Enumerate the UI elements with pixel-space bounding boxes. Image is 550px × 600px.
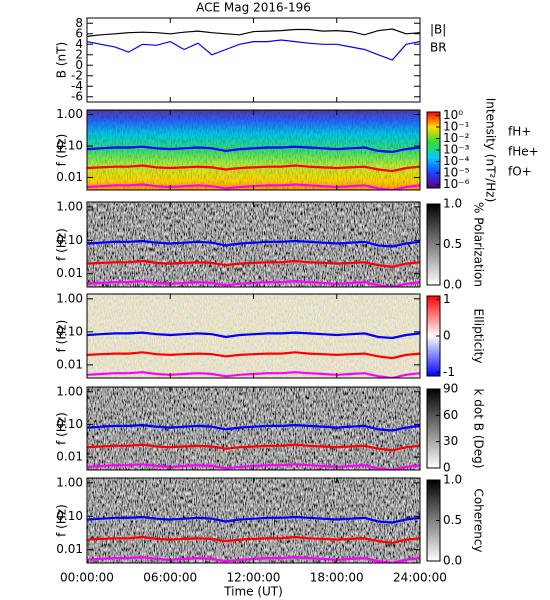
x-tick-label: 24:00:00 [393, 571, 447, 585]
y-tick-label: 1.00 [56, 199, 83, 213]
colorbar-tick-label: 60 [443, 408, 458, 422]
y-tick-label: 0.01 [56, 170, 83, 184]
spectrogram [87, 387, 420, 470]
lines [87, 28, 420, 61]
y-axis-label: f (Hz) [55, 412, 69, 445]
y-tick-label: 0.10 [56, 139, 83, 153]
y-tick-label: 1.00 [56, 291, 83, 305]
colorbar [426, 388, 441, 469]
x-tick-label: 06:00:00 [143, 571, 197, 585]
y-axis-label: f (Hz) [55, 134, 69, 167]
colorbar-tick-label: 0.5 [443, 237, 462, 251]
line [87, 259, 420, 269]
line [87, 239, 420, 248]
x-tick-label: 12:00:00 [227, 571, 281, 585]
y-tick-label: 0.01 [56, 266, 83, 280]
colorbar-label: Intensity (nT²/Hz) [484, 98, 498, 203]
y-tick-label: 0 [75, 58, 83, 72]
y-tick-label: 0.10 [56, 324, 83, 338]
line [87, 443, 420, 452]
x-tick-label: 00:00:00 [60, 571, 114, 585]
y-tick-label: 1.00 [56, 475, 83, 489]
colorbar-tick-label: -1 [443, 365, 455, 379]
colorbar-tick-label: 0 [443, 461, 451, 475]
y-tick-label: 0.10 [56, 233, 83, 247]
line [87, 535, 420, 545]
colorbar-tick-label: 10⁻¹ [443, 119, 470, 133]
colorbar-tick-label: 10⁰ [443, 108, 463, 122]
legend-entry: fH+ [508, 125, 531, 139]
spectrogram-texture [87, 110, 420, 190]
colorbar-label: Coherency [472, 488, 486, 552]
y-axis-label: f (Hz) [55, 504, 69, 537]
colorbar-tick-label: 0.0 [443, 278, 462, 292]
y-axis-label: f (Hz) [55, 320, 69, 353]
colorbar-tick-label: 10⁻⁶ [443, 177, 470, 191]
colorbar-tick-label: 10⁻² [443, 131, 470, 145]
spectrogram [87, 294, 420, 378]
line [87, 28, 420, 37]
y-tick-label: 4 [75, 37, 83, 51]
colorbar-tick-label: 1.0 [443, 197, 462, 211]
colorbar-label: % Polarization [472, 202, 486, 287]
x-axis-label: Time (UT) [223, 585, 283, 599]
y-tick-label: 0.01 [56, 450, 83, 464]
x-tick-label: 18:00:00 [310, 571, 364, 585]
colorbar-label: Ellipticity [472, 309, 486, 364]
colorbar-tick-label: 10⁻⁵ [443, 166, 470, 180]
y-tick-label: -4 [71, 79, 83, 93]
colorbar-tick-label: 0 [443, 329, 451, 343]
legend-entry: fO+ [508, 165, 532, 179]
colorbar-tick-label: 90 [443, 382, 458, 396]
y-tick-label: 0.10 [56, 417, 83, 431]
colorbar-tick-label: 10⁻⁴ [443, 154, 470, 168]
colorbar-tick-label: 0.5 [443, 513, 462, 527]
y-tick-label: -6 [71, 89, 83, 103]
y-tick-label: 8 [75, 16, 83, 30]
y-tick-label: 0.01 [56, 542, 83, 556]
y-axis-label: B (nT) [55, 42, 69, 78]
spectrogram [87, 202, 420, 287]
legend-entry: BR [430, 41, 447, 55]
y-axis-label: f (Hz) [55, 228, 69, 261]
line [87, 515, 420, 524]
line [87, 331, 420, 340]
y-tick-label: -2 [71, 68, 83, 82]
y-tick-label: 2 [75, 47, 83, 61]
colorbar-tick-label: 1.0 [443, 473, 462, 487]
line [87, 145, 420, 154]
y-tick-label: 6 [75, 26, 83, 40]
axes-frame [86, 17, 421, 103]
y-tick-label: 0.10 [56, 509, 83, 523]
colorbar-tick-label: 10⁻³ [443, 143, 470, 157]
line [87, 351, 420, 360]
legend-entry: fHe+ [508, 145, 539, 159]
y-tick-label: 0.01 [56, 357, 83, 371]
line [87, 423, 420, 432]
legend-entry: |B| [430, 23, 446, 37]
line [87, 39, 420, 61]
colorbar-tick-label: 1 [443, 292, 451, 306]
colorbar-label: k dot B (Deg) [472, 389, 486, 469]
spectrogram [87, 478, 420, 563]
chart-title: ACE Mag 2016-196 [196, 1, 311, 15]
colorbar-tick-label: 30 [443, 434, 458, 448]
colorbar-tick-label: 0.0 [443, 554, 462, 568]
y-tick-label: 1.00 [56, 384, 83, 398]
y-tick-label: 1.00 [56, 107, 83, 121]
line [87, 164, 420, 173]
